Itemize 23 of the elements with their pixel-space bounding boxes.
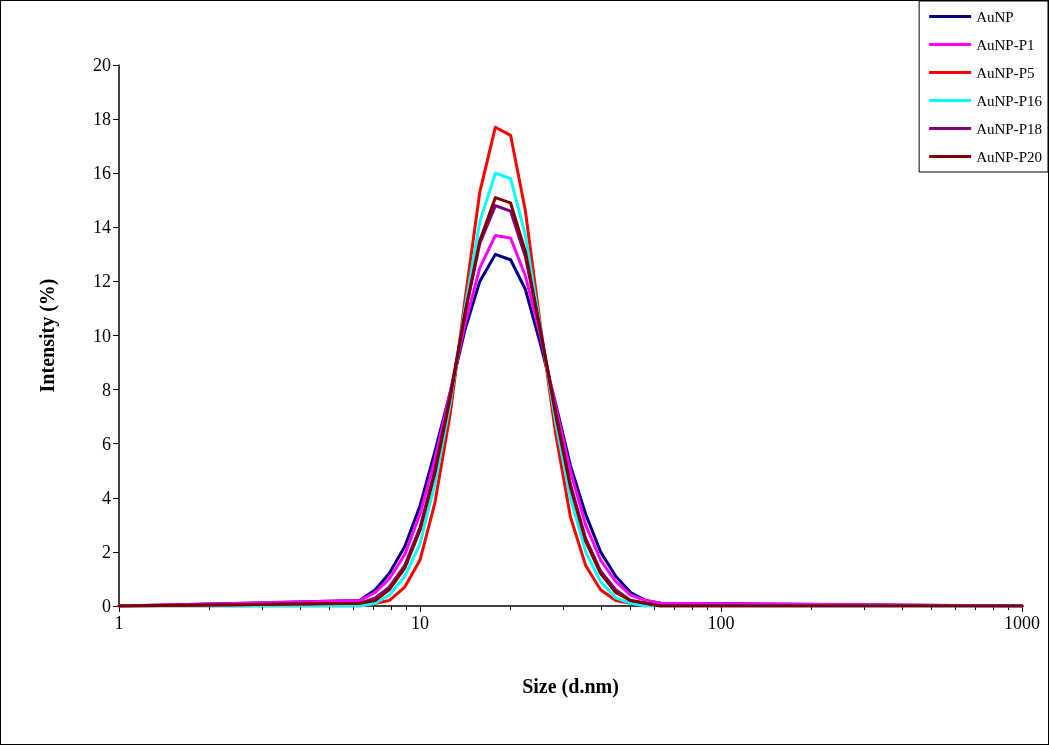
legend-label: AuNP [976, 8, 1014, 25]
x-tick-label: 100 [707, 613, 735, 633]
legend-label: AuNP-P16 [976, 92, 1043, 109]
y-tick-label: 0 [102, 596, 111, 616]
legend-label: AuNP-P18 [976, 120, 1043, 137]
y-tick-label: 2 [102, 541, 111, 562]
legend-label: AuNP-P1 [976, 36, 1035, 53]
y-tick-label: 4 [102, 487, 111, 508]
y-tick-label: 8 [102, 379, 111, 400]
y-tick-label: 16 [93, 163, 111, 184]
legend-label: AuNP-P20 [976, 148, 1043, 165]
y-tick-label: 20 [93, 55, 111, 75]
y-tick-label: 18 [93, 109, 111, 130]
y-axis-title: Intensity (%) [36, 278, 59, 393]
y-tick-label: 14 [93, 217, 111, 238]
x-axis-title: Size (d.nm) [522, 675, 619, 698]
y-tick-label: 10 [93, 325, 111, 346]
y-tick-label: 6 [102, 433, 111, 454]
y-tick-label: 12 [93, 271, 111, 292]
x-tick-label: 10 [411, 613, 429, 633]
legend-label: AuNP-P5 [976, 64, 1035, 81]
x-tick-label: 1 [114, 613, 124, 633]
x-tick-label: 1000 [1004, 613, 1040, 633]
